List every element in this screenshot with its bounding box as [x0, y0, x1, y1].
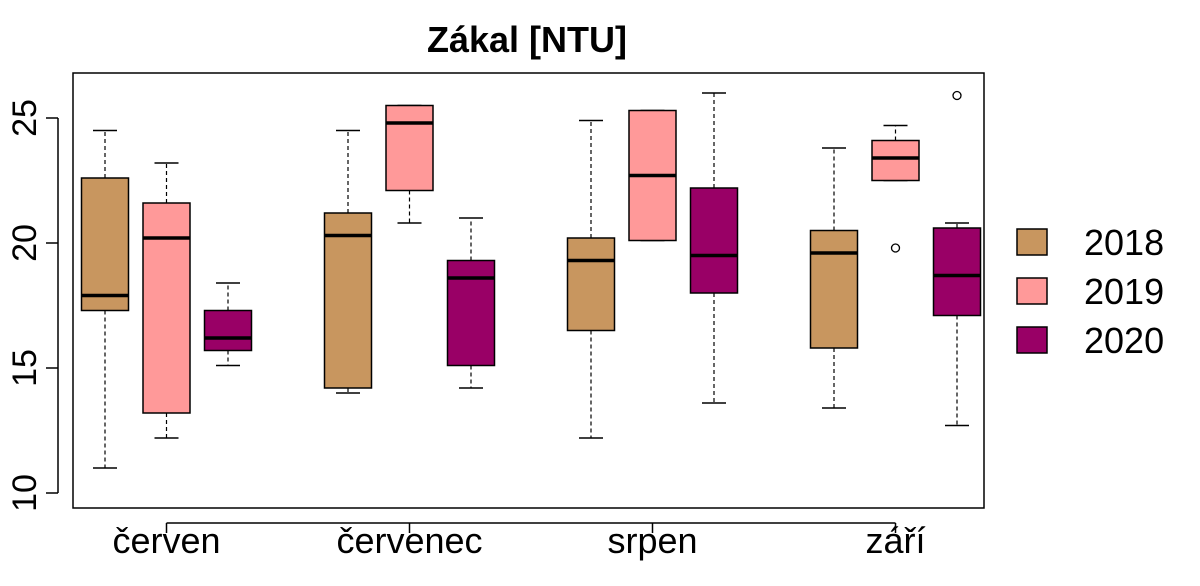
- x-category-label: srpen: [607, 520, 697, 561]
- iqr-box: [689, 187, 739, 294]
- legend: 2018 2019 2020: [1016, 222, 1164, 361]
- x-category-label: září: [865, 520, 925, 561]
- x-axis: červen červenec srpen září: [112, 520, 925, 561]
- y-tick-label: 15: [6, 349, 44, 387]
- iqr-box: [871, 139, 920, 182]
- box-2019-červen: [142, 162, 191, 439]
- legend-label-2020: 2020: [1084, 320, 1164, 361]
- box-2020-červenec: [446, 217, 496, 389]
- y-tick-label: 20: [6, 224, 44, 262]
- y-tick-label: 10: [6, 474, 44, 512]
- iqr-box: [142, 202, 191, 414]
- x-category-label: červen: [112, 520, 220, 561]
- y-axis: 10 15 20 25: [6, 99, 59, 512]
- x-category-label: červenec: [336, 520, 482, 561]
- plot-frame: [72, 72, 985, 509]
- iqr-box: [809, 229, 859, 349]
- iqr-box: [80, 177, 130, 312]
- box-2019-červenec: [385, 104, 434, 224]
- legend-swatch-2020: [1016, 326, 1048, 354]
- box-2018-září: [809, 147, 859, 409]
- legend-label-2018: 2018: [1084, 222, 1164, 263]
- box-2018-červen: [80, 129, 130, 469]
- y-tick-label: 25: [6, 99, 44, 137]
- legend-swatch-2018: [1016, 228, 1048, 256]
- iqr-box: [566, 237, 616, 332]
- chart-title: Zákal [NTU]: [427, 19, 627, 60]
- iqr-box: [203, 309, 253, 352]
- box-2019-září: [871, 124, 920, 253]
- box-2019-srpen: [628, 109, 677, 242]
- outlier-point: [890, 243, 901, 253]
- box-2020-září: [932, 90, 982, 427]
- outlier-point: [952, 90, 962, 101]
- iqr-box: [323, 212, 373, 389]
- box-2018-srpen: [566, 119, 616, 439]
- box-2018-červenec: [323, 129, 373, 394]
- legend-swatch-2019: [1016, 277, 1048, 305]
- iqr-box: [932, 227, 982, 317]
- box-2020-červen: [203, 282, 253, 367]
- box-series-group: [80, 90, 982, 469]
- box-2020-srpen: [689, 92, 739, 404]
- iqr-box: [385, 104, 434, 192]
- legend-label-2019: 2019: [1084, 271, 1164, 312]
